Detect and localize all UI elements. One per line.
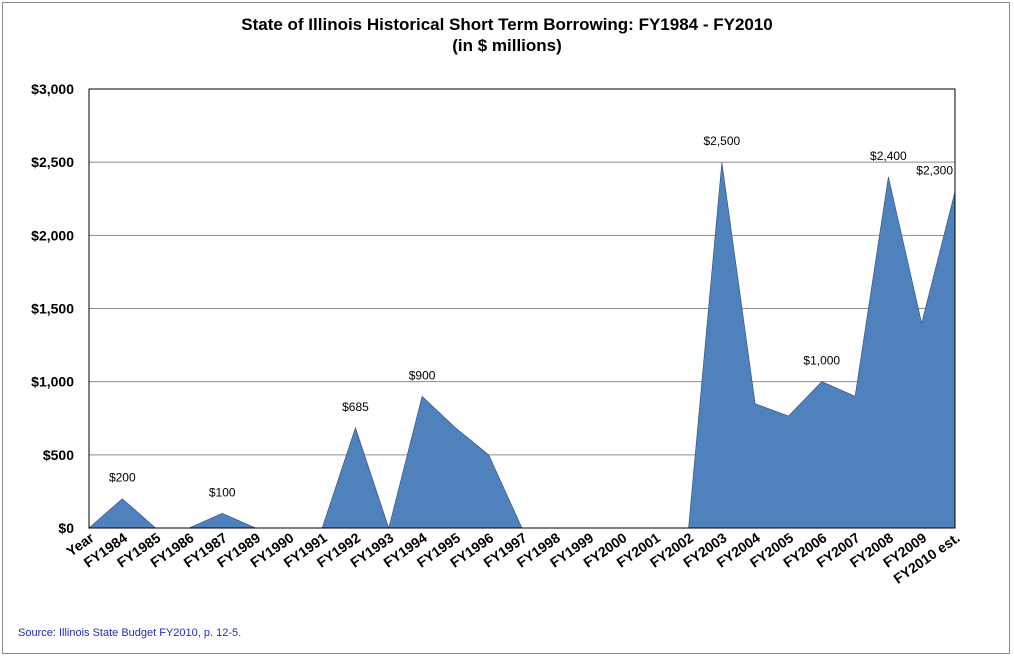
chart-title: State of Illinois Historical Short Term …	[0, 14, 1014, 56]
y-axis: $0 $500 $1,000 $1,500 $2,000 $2,500 $3,000	[31, 81, 74, 536]
y-tick-label: $0	[58, 520, 74, 536]
plot-area-border	[88, 88, 956, 529]
source-note: Source: Illinois State Budget FY2010, p.…	[18, 627, 242, 639]
area-series	[88, 162, 956, 530]
chart-title-main: State of Illinois Historical Short Term …	[241, 15, 773, 34]
data-labels: $200 $100 $685 $900 $2,500 $1,000 $2,400 $2,300	[109, 134, 953, 499]
data-label: $685	[342, 400, 369, 414]
data-label: $2,300	[916, 163, 953, 177]
data-label: $100	[209, 485, 236, 499]
data-label: $1,000	[803, 354, 840, 368]
y-tick-label: $2,500	[31, 154, 74, 170]
y-tick-label: $3,000	[31, 81, 74, 97]
y-tick-label: $1,000	[31, 374, 74, 390]
x-axis: YearFY1984FY1985FY1986FY1987FY1989FY1990…	[63, 529, 962, 587]
data-label: $2,400	[870, 149, 907, 163]
data-label: $200	[109, 471, 136, 485]
chart-subtitle: (in $ millions)	[452, 36, 562, 55]
y-tick-label: $2,000	[31, 227, 74, 243]
data-label: $2,500	[703, 134, 740, 148]
y-tick-label: $500	[43, 447, 74, 463]
y-tick-label: $1,500	[31, 301, 74, 317]
data-label: $900	[409, 368, 436, 382]
